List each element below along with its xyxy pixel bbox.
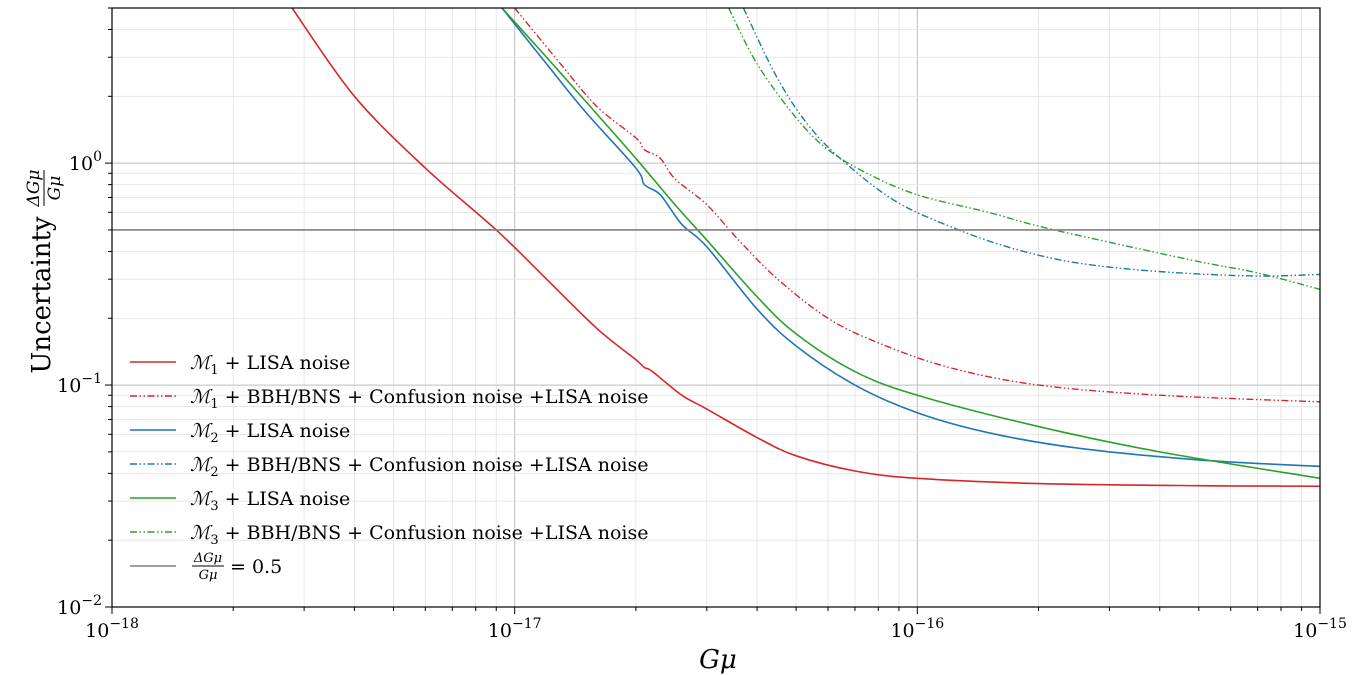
y-tick-label: 100 <box>69 149 102 175</box>
axis-ticks <box>105 7 1321 614</box>
series-line-6 <box>728 8 1320 291</box>
y-tick-label: 10−1 <box>57 371 102 397</box>
legend-entry-1: ℳ1 + LISA noise <box>190 352 350 378</box>
legend-entry-6: ℳ3 + BBH/BNS + Confusion noise +LISA noi… <box>190 522 648 548</box>
series-line-1 <box>291 8 1320 488</box>
svg-text:ΔGμ: ΔGμ <box>24 170 44 208</box>
y-tick-label: 10−2 <box>57 593 102 619</box>
legend: ℳ1 + LISA noise ℳ1 + BBH/BNS + Confusion … <box>130 352 648 583</box>
legend-fraction: ΔGμ Gμ <box>192 551 224 583</box>
plot-frame <box>111 7 1321 608</box>
legend-entry-5: ℳ3 + LISA noise <box>190 488 350 514</box>
svg-text:ΔGμ: ΔGμ <box>193 551 222 566</box>
series-line-5 <box>501 8 1320 480</box>
x-tick-label: 10−16 <box>890 616 944 642</box>
svg-text:Gμ: Gμ <box>45 176 65 201</box>
x-axis-label: Gμ <box>699 645 737 675</box>
series-lines <box>112 8 1320 488</box>
legend-entry-7: = 0.5 <box>230 556 282 578</box>
x-tick-label: 10−17 <box>488 616 542 642</box>
y-axis-label: Uncertainty ΔGμ Gμ <box>24 170 65 374</box>
tick-labels: 10−18 10−17 10−16 10−15 10−2 10−1 100 <box>57 149 1347 642</box>
x-tick-label: 10−18 <box>85 616 139 642</box>
grid <box>111 7 1321 608</box>
series-line-2 <box>514 8 1320 403</box>
series-line-4 <box>742 8 1320 277</box>
series-line-3 <box>501 8 1320 468</box>
legend-entry-4: ℳ2 + BBH/BNS + Confusion noise +LISA noi… <box>190 454 648 480</box>
svg-text:Gμ: Gμ <box>199 568 218 583</box>
legend-entry-2: ℳ1 + BBH/BNS + Confusion noise +LISA noi… <box>190 386 648 412</box>
legend-entry-3: ℳ2 + LISA noise <box>190 420 350 446</box>
svg-text:Uncertainty: Uncertainty <box>27 216 57 373</box>
x-tick-label: 10−15 <box>1293 616 1347 642</box>
